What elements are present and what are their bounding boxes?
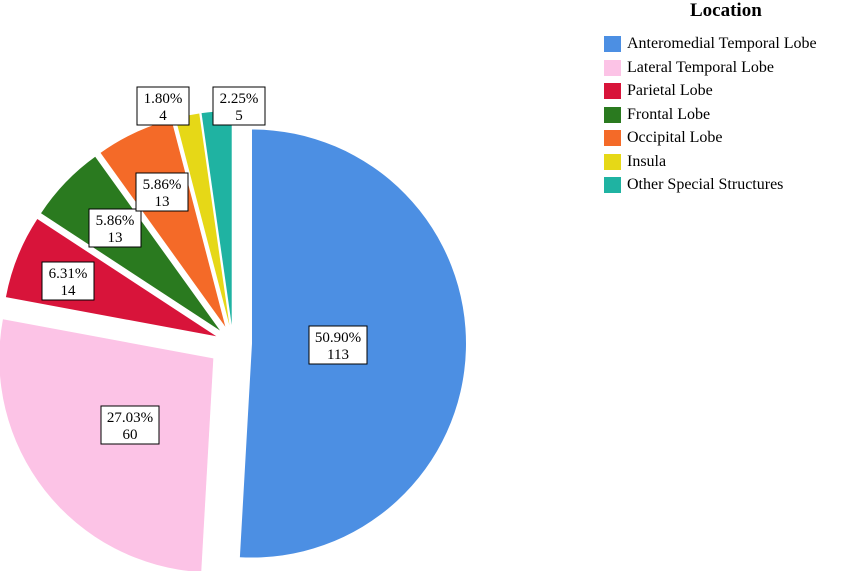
data-label-parietal-lobe: 6.31%14 bbox=[41, 261, 95, 301]
data-label-percent: 5.86% bbox=[96, 213, 135, 229]
data-label-percent: 27.03% bbox=[107, 410, 153, 426]
legend-swatch bbox=[604, 83, 621, 99]
data-label-count: 14 bbox=[61, 283, 77, 299]
pie-slice-insula bbox=[175, 113, 230, 326]
data-label-percent: 2.25% bbox=[220, 91, 259, 107]
data-label-other-special-structures: 2.25%5 bbox=[212, 86, 266, 126]
pie-data-labels: 50.90%11327.03%606.31%145.86%135.86%131.… bbox=[41, 86, 368, 445]
data-label-count: 13 bbox=[108, 230, 123, 246]
pie-slice-parietal-lobe bbox=[5, 218, 217, 337]
legend-title: Location bbox=[690, 0, 762, 21]
data-label-count: 13 bbox=[155, 194, 170, 210]
data-label-count: 5 bbox=[235, 108, 243, 124]
data-label-anteromedial-temporal-lobe: 50.90%113 bbox=[308, 325, 368, 365]
data-label-percent: 1.80% bbox=[144, 91, 183, 107]
legend-swatch bbox=[604, 153, 621, 170]
legend-item: Insula bbox=[604, 151, 666, 173]
legend-label: Other Special Structures bbox=[627, 176, 784, 193]
data-label-percent: 6.31% bbox=[49, 266, 88, 282]
data-label-frontal-lobe: 5.86%13 bbox=[88, 208, 142, 248]
legend-swatch bbox=[604, 36, 621, 52]
data-label-count: 4 bbox=[159, 108, 167, 124]
legend-label: Frontal Lobe bbox=[627, 105, 711, 123]
legend-item: Other Special Structures bbox=[604, 174, 783, 196]
legend-swatch bbox=[604, 130, 621, 146]
legend-swatch bbox=[604, 59, 621, 76]
legend-label: Occipital Lobe bbox=[627, 129, 723, 146]
legend-item: Anteromedial Temporal Lobe bbox=[604, 33, 817, 55]
legend-item: Frontal Lobe bbox=[604, 104, 710, 126]
data-label-insula: 1.80%4 bbox=[136, 86, 190, 126]
pie-slice-lateral-temporal-lobe bbox=[0, 319, 214, 571]
legend-label: Parietal Lobe bbox=[627, 82, 713, 99]
legend-swatch bbox=[604, 106, 621, 123]
legend-label: Insula bbox=[627, 152, 667, 170]
pie-slice-other-special-structures bbox=[201, 111, 232, 326]
data-label-occipital-lobe: 5.86%13 bbox=[135, 172, 189, 212]
legend-swatch bbox=[604, 177, 621, 193]
pie-slices bbox=[0, 111, 466, 571]
legend-label: Lateral Temporal Lobe bbox=[627, 58, 774, 76]
legend-label: Anteromedial Temporal Lobe bbox=[627, 35, 817, 52]
data-label-count: 113 bbox=[327, 347, 349, 363]
data-label-percent: 5.86% bbox=[143, 177, 182, 193]
legend-item: Parietal Lobe bbox=[604, 80, 713, 102]
legend-item: Lateral Temporal Lobe bbox=[604, 57, 774, 79]
pie-slice-occipital-lobe bbox=[100, 119, 226, 327]
data-label-percent: 50.90% bbox=[315, 330, 361, 346]
data-label-count: 60 bbox=[123, 427, 138, 443]
legend-item: Occipital Lobe bbox=[604, 127, 723, 149]
data-label-lateral-temporal-lobe: 27.03%60 bbox=[100, 405, 160, 445]
